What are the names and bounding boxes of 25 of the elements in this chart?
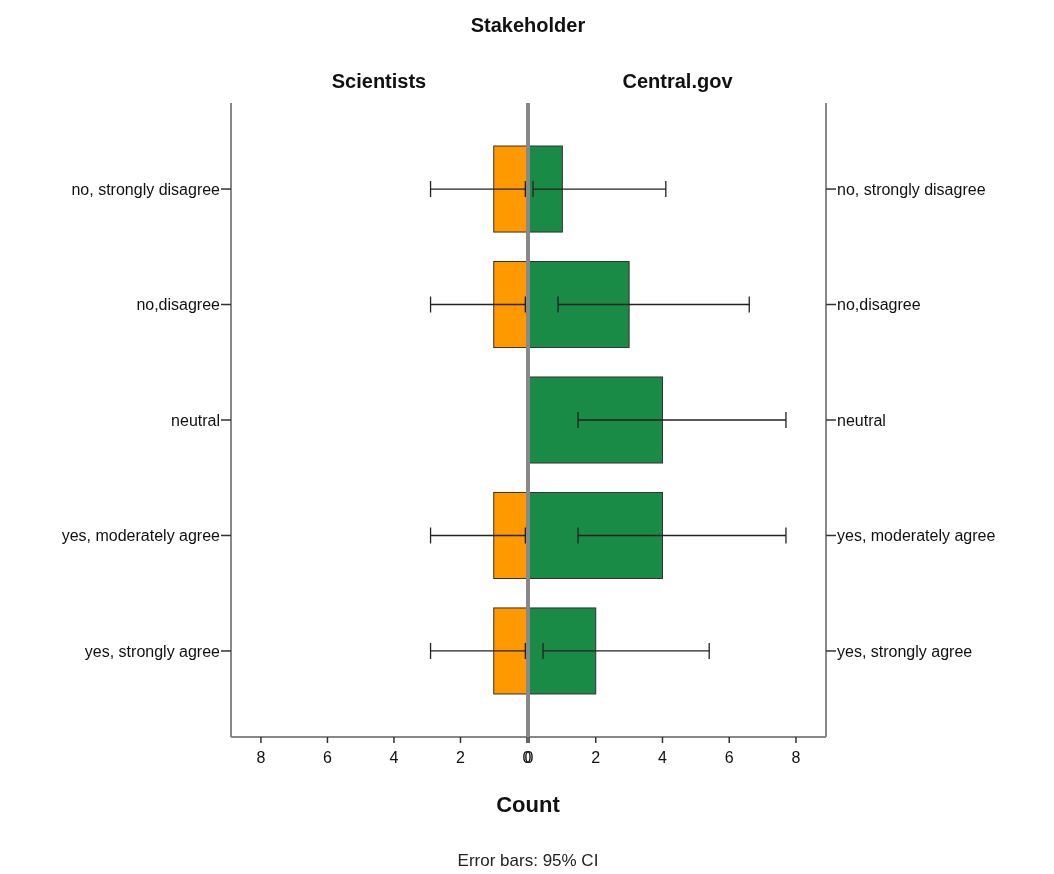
y-tick-label: yes, strongly agree: [84, 642, 221, 660]
text: Error bars: 95% CI: [457, 851, 599, 870]
x-tick-label: 2: [591, 749, 601, 766]
y-tick-label: no, strongly disagree: [71, 180, 221, 198]
x-tick-label: 4: [389, 749, 399, 766]
y-tick-label: neutral: [171, 411, 220, 429]
x-tick-label: 8: [256, 749, 266, 766]
x-tick-label: 0: [522, 749, 532, 766]
y-tick-label: no,disagree: [136, 296, 221, 314]
chart-subtitle: Stakeholder: [470, 14, 586, 36]
chart-title: Central.gov: [622, 70, 734, 92]
x-tick-label: 8: [791, 749, 801, 766]
x-tick-label: 2: [456, 749, 466, 766]
x-tick-label: 6: [724, 749, 734, 766]
x-tick-label: 4: [658, 749, 668, 766]
y-tick-label: neutral: [837, 411, 886, 429]
y-tick-label: yes, strongly agree: [837, 642, 973, 660]
x-axis-title: Count: [496, 792, 561, 817]
x-tick-label: 6: [323, 749, 332, 766]
bar: [528, 376, 663, 464]
y-tick-label: no, strongly disagree: [837, 180, 986, 198]
y-tick-label: no,disagree: [837, 296, 921, 314]
y-tick-label: yes, moderately agree: [61, 527, 221, 545]
y-tick-label: yes, moderately agree: [837, 527, 996, 545]
chart-title: Scientists: [331, 70, 427, 92]
